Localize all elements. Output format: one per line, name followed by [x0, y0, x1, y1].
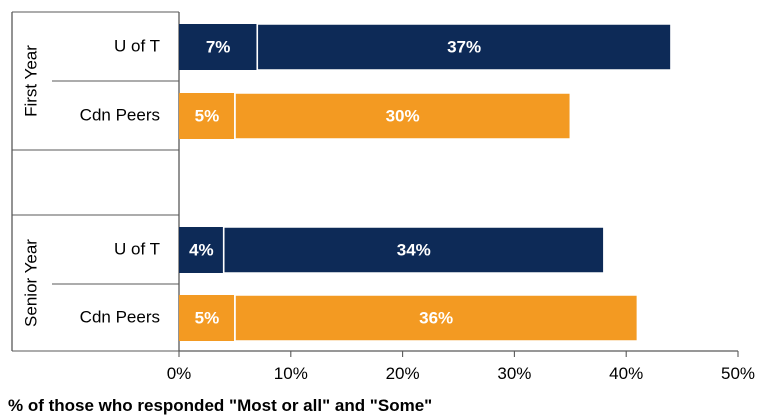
bar-segment	[179, 24, 258, 70]
bars	[179, 23, 672, 342]
x-tick-label: 10%	[274, 364, 308, 383]
data-label: 7%	[206, 37, 231, 56]
bar-segment	[179, 93, 235, 139]
bar-segment	[222, 226, 605, 274]
group-label: Senior Year	[21, 239, 40, 327]
data-label: 4%	[189, 240, 214, 259]
data-label: 5%	[195, 308, 220, 327]
bar-segment	[179, 227, 224, 273]
x-tick-label: 40%	[609, 364, 643, 383]
x-tick-label: 0%	[167, 364, 192, 383]
labels: First Year U of T 7% 37% Cdn Peers 5% 30% Senio…	[21, 36, 481, 327]
bar-segment	[234, 294, 639, 342]
bar-segment	[179, 295, 235, 341]
data-label: 37%	[447, 37, 481, 56]
x-tick-label: 50%	[721, 364, 755, 383]
data-label: 5%	[195, 106, 220, 125]
row-label: Cdn Peers	[80, 105, 160, 124]
data-label: 34%	[397, 240, 431, 259]
row-label: U of T	[114, 239, 160, 258]
data-label: 36%	[419, 308, 453, 327]
x-tick-label: 30%	[497, 364, 531, 383]
row-label: U of T	[114, 36, 160, 55]
bar-segment	[256, 23, 672, 71]
chart-frame	[11, 11, 738, 352]
x-tick-label: 20%	[386, 364, 420, 383]
row-label: Cdn Peers	[80, 307, 160, 326]
group-label: First Year	[21, 45, 40, 117]
data-label: 30%	[386, 106, 420, 125]
x-axis-title: % of those who responded "Most or all" a…	[8, 396, 433, 415]
bar-segment	[234, 92, 572, 140]
x-axis: 0% 10% 20% 30% 40% 50%	[167, 351, 755, 383]
